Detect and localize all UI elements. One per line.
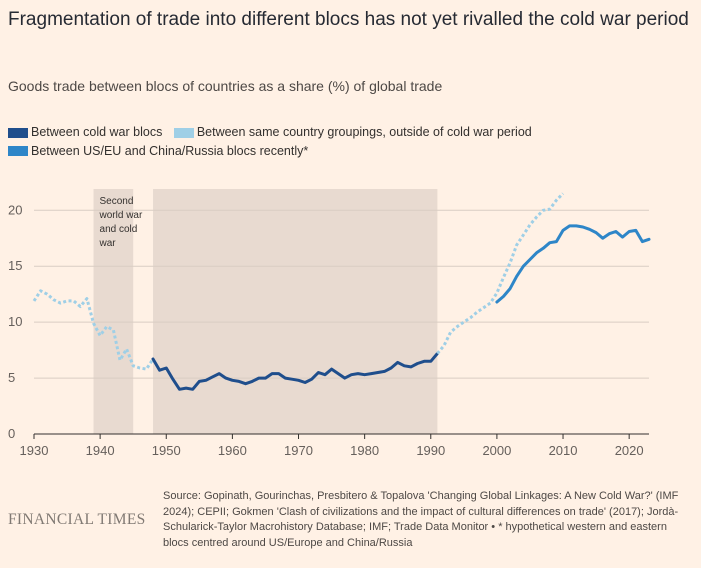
shaded-period-label: and cold	[100, 224, 138, 235]
y-tick-label: 20	[8, 202, 22, 217]
series-line-1	[32, 289, 155, 371]
legend-label-cold-war-blocs: Between cold war blocs	[31, 125, 163, 139]
legend: Between cold war blocs Between same coun…	[8, 124, 688, 161]
x-tick-label: 1950	[152, 443, 181, 458]
chart-subtitle: Goods trade between blocs of countries a…	[8, 78, 443, 94]
shaded-period-label: world war	[99, 210, 143, 221]
legend-item-same-groupings: Between same country groupings, outside …	[173, 124, 532, 141]
x-tick-label: 2010	[549, 443, 578, 458]
shaded-period-2	[153, 189, 438, 434]
ft-logo: FINANCIAL TIMES	[8, 511, 146, 528]
legend-swatch-same-groupings	[173, 127, 194, 138]
y-tick-label: 0	[8, 426, 15, 441]
y-tick-label: 5	[8, 370, 15, 385]
x-tick-label: 1970	[284, 443, 313, 458]
x-tick-label: 1940	[86, 443, 115, 458]
legend-swatch-us-eu-china-russia	[8, 146, 28, 156]
y-tick-label: 10	[8, 314, 22, 329]
legend-label-same-groupings: Between same country groupings, outside …	[196, 125, 532, 139]
x-tick-label: 1930	[20, 443, 49, 458]
chart-title: Fragmentation of trade into different bl…	[8, 9, 689, 30]
x-tick-label: 2020	[615, 443, 644, 458]
x-tick-label: 1980	[350, 443, 379, 458]
shaded-period-label: Second	[100, 196, 134, 207]
series-line-4	[495, 224, 651, 304]
shaded-period-label: war	[99, 238, 117, 249]
source-note: Source: Gopinath, Gourinchas, Presbitero…	[163, 490, 679, 549]
legend-label-us-eu-china-russia: Between US/EU and China/Russia blocs rec…	[31, 143, 309, 158]
x-tick-label: 1990	[416, 443, 445, 458]
legend-item-us-eu-china-russia: Between US/EU and China/Russia blocs rec…	[8, 143, 308, 160]
y-tick-label: 15	[8, 258, 22, 273]
series-line-2	[151, 352, 439, 391]
legend-item-cold-war-blocs: Between cold war blocs	[8, 124, 162, 141]
series-line-3	[436, 192, 565, 355]
legend-swatch-cold-war-blocs	[8, 127, 28, 138]
shaded-period-1	[93, 189, 134, 434]
x-tick-label: 1960	[218, 443, 247, 458]
x-tick-label: 2000	[482, 443, 511, 458]
